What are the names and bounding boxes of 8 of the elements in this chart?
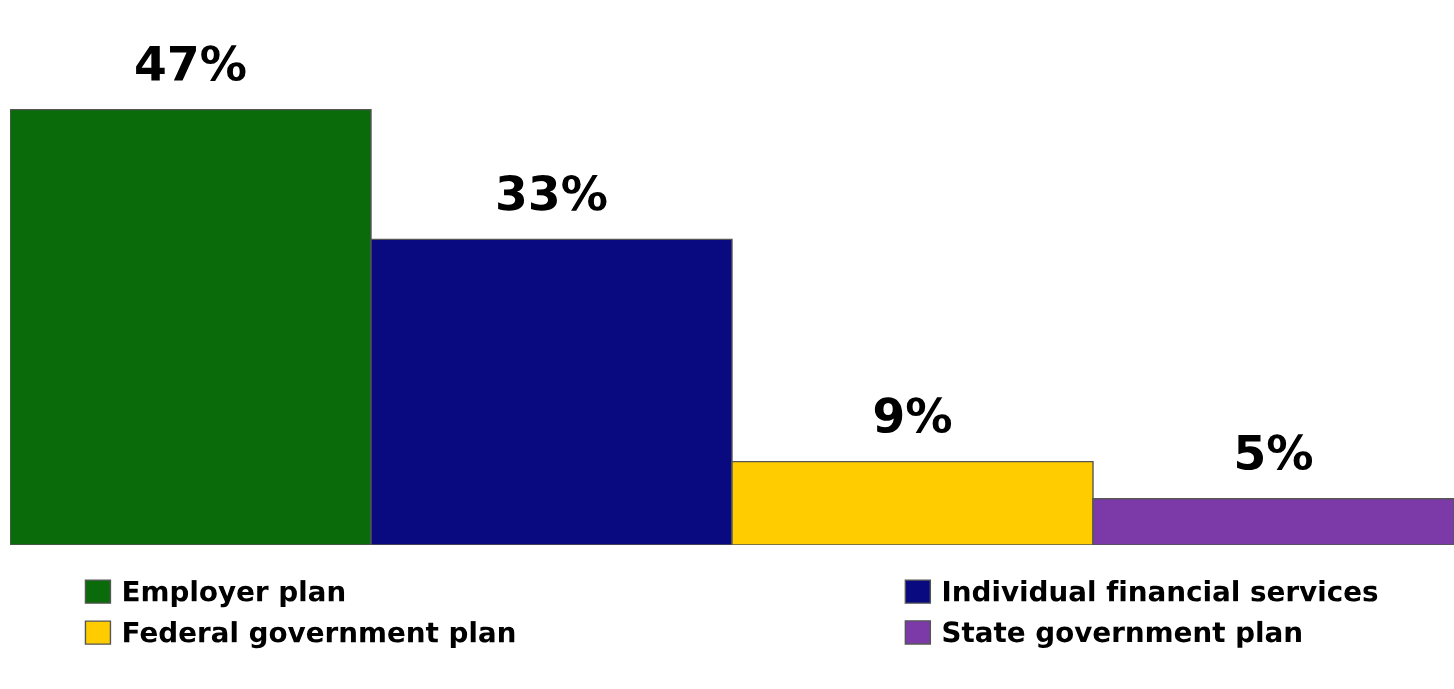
legend-label: Federal government plan <box>124 621 515 649</box>
data-label: 5% <box>1237 434 1313 471</box>
legend-label: Individual financial services <box>944 580 1378 602</box>
data-label: 47% <box>136 45 246 82</box>
legend-label: State government plan <box>943 620 1301 648</box>
data-label: 9% <box>874 397 952 434</box>
data-label: 33% <box>498 175 607 211</box>
legend-label: Employer plan <box>124 580 345 608</box>
